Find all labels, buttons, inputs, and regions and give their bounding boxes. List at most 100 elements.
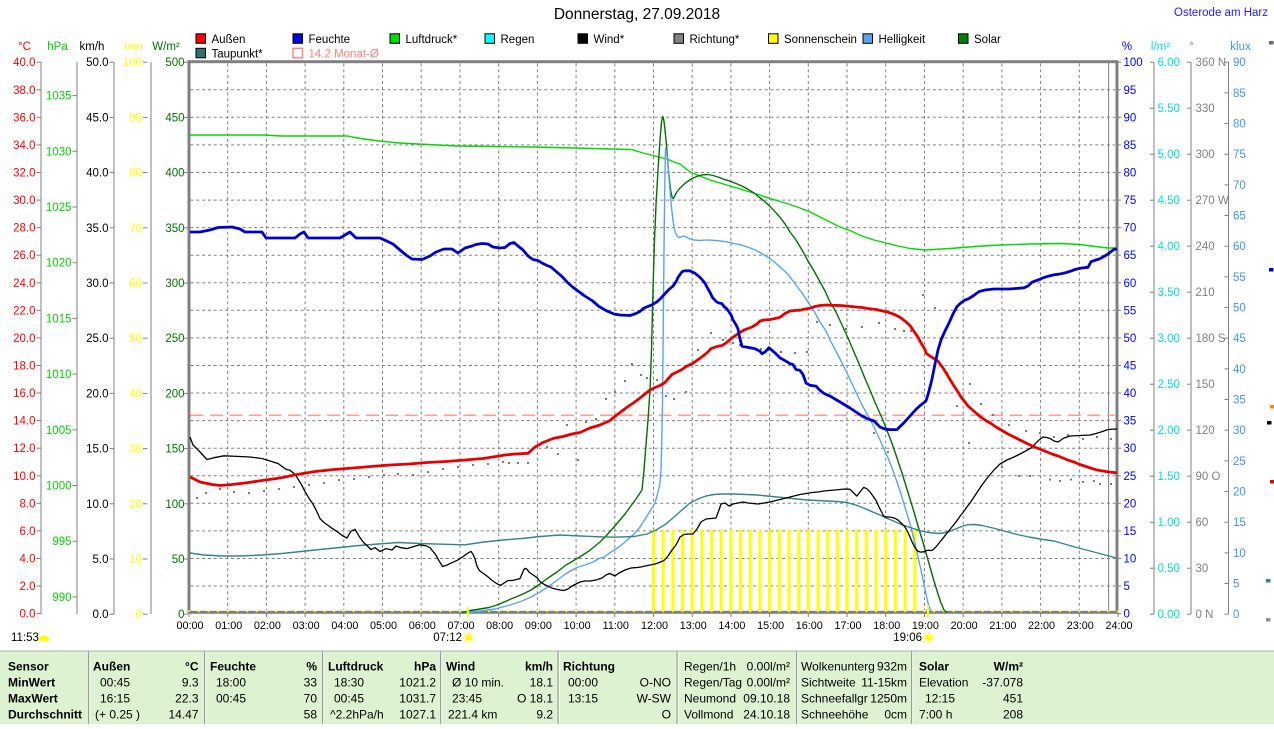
svg-text:13:15: 13:15 xyxy=(568,692,598,706)
svg-text:11:00: 11:00 xyxy=(603,620,629,632)
svg-text:00:00: 00:00 xyxy=(176,620,203,632)
svg-text:W/m²: W/m² xyxy=(994,660,1023,674)
svg-text:0: 0 xyxy=(136,609,142,621)
svg-text:350: 350 xyxy=(165,223,184,235)
svg-text:150: 150 xyxy=(1196,379,1215,391)
svg-text:14.2 Monat-Ø: 14.2 Monat-Ø xyxy=(309,48,379,60)
svg-text:30.0: 30.0 xyxy=(86,278,108,290)
svg-text:1010: 1010 xyxy=(46,369,72,381)
svg-text:Regen/Tag: Regen/Tag xyxy=(684,676,742,690)
svg-text:3.00: 3.00 xyxy=(1158,333,1180,345)
svg-text:14.0: 14.0 xyxy=(13,416,35,428)
svg-text:Feuchte: Feuchte xyxy=(210,660,256,674)
svg-text:15:00: 15:00 xyxy=(757,620,784,632)
svg-text:70: 70 xyxy=(1124,223,1137,235)
svg-text:30: 30 xyxy=(1233,425,1246,437)
svg-text:14.47: 14.47 xyxy=(168,708,198,722)
svg-text:09:00: 09:00 xyxy=(525,620,552,632)
svg-text:451: 451 xyxy=(1003,692,1023,706)
svg-text:10: 10 xyxy=(129,554,142,566)
svg-text:16:15: 16:15 xyxy=(100,692,130,706)
svg-text:0: 0 xyxy=(1124,609,1130,621)
svg-text:30: 30 xyxy=(1196,563,1209,575)
svg-text:4.00: 4.00 xyxy=(1158,241,1180,253)
svg-text:03:00: 03:00 xyxy=(293,620,320,632)
svg-text:360 N: 360 N xyxy=(1196,57,1227,69)
svg-text:50: 50 xyxy=(1233,303,1246,315)
svg-text:50: 50 xyxy=(129,333,142,345)
svg-text:08:00: 08:00 xyxy=(486,620,513,632)
svg-text:35.0: 35.0 xyxy=(86,223,108,235)
svg-text:60: 60 xyxy=(1196,517,1209,529)
svg-text:90: 90 xyxy=(1124,112,1137,124)
svg-text:45.0: 45.0 xyxy=(86,112,108,124)
svg-text:Luftdruck: Luftdruck xyxy=(328,660,384,674)
svg-text:22.0: 22.0 xyxy=(13,305,35,317)
svg-text:50: 50 xyxy=(1124,333,1137,345)
svg-text:Regen: Regen xyxy=(501,34,535,46)
svg-text:500: 500 xyxy=(165,57,184,69)
svg-text:7:00 h: 7:00 h xyxy=(919,708,952,722)
svg-text:70: 70 xyxy=(129,223,142,235)
svg-text:20: 20 xyxy=(1124,498,1137,510)
svg-text:22.3: 22.3 xyxy=(175,692,199,706)
svg-text:330: 330 xyxy=(1196,103,1215,115)
svg-text:00:45: 00:45 xyxy=(100,676,130,690)
svg-text:5.00: 5.00 xyxy=(1158,149,1180,161)
svg-text:100: 100 xyxy=(165,499,184,511)
svg-text:01:00: 01:00 xyxy=(215,620,242,632)
svg-text:36.0: 36.0 xyxy=(13,112,35,124)
svg-text:80: 80 xyxy=(1124,167,1137,179)
svg-text:20.0: 20.0 xyxy=(13,333,35,345)
svg-text:35: 35 xyxy=(1124,416,1137,428)
svg-text:16:00: 16:00 xyxy=(796,620,823,632)
svg-text:Taupunkt*: Taupunkt* xyxy=(212,48,264,60)
svg-text:208: 208 xyxy=(1003,708,1023,722)
svg-text:400: 400 xyxy=(165,168,184,180)
svg-text:%: % xyxy=(306,660,317,674)
svg-text:MinWert: MinWert xyxy=(8,676,55,690)
svg-text:2.0: 2.0 xyxy=(20,581,36,593)
svg-text:90: 90 xyxy=(1233,57,1246,69)
svg-text:18:00: 18:00 xyxy=(216,676,246,690)
svg-text:Solar: Solar xyxy=(919,660,949,674)
svg-text:Außen: Außen xyxy=(93,660,130,674)
svg-text:990: 990 xyxy=(52,592,71,604)
svg-text:5.50: 5.50 xyxy=(1158,103,1180,115)
svg-text:15.0: 15.0 xyxy=(86,444,108,456)
svg-text:Richtung*: Richtung* xyxy=(690,34,740,46)
svg-text:100: 100 xyxy=(123,57,142,69)
svg-text:75: 75 xyxy=(1233,149,1246,161)
svg-text:-37.078: -37.078 xyxy=(982,676,1023,690)
svg-text:Regen/1h: Regen/1h xyxy=(684,660,736,674)
svg-text:45: 45 xyxy=(1124,360,1137,372)
svg-text:60: 60 xyxy=(1233,241,1246,253)
svg-text:120: 120 xyxy=(1196,425,1215,437)
svg-text:Vollmond: Vollmond xyxy=(684,708,733,722)
svg-text:Durchschnitt: Durchschnitt xyxy=(8,708,82,722)
svg-text:18.1: 18.1 xyxy=(530,676,554,690)
svg-text:55: 55 xyxy=(1233,272,1246,284)
svg-text:min: min xyxy=(124,41,143,53)
svg-text:0cm: 0cm xyxy=(884,708,907,722)
svg-text:0: 0 xyxy=(1233,609,1239,621)
svg-text:0.0: 0.0 xyxy=(20,609,36,621)
svg-text:0.00l/m²: 0.00l/m² xyxy=(747,660,790,674)
svg-text:1.00: 1.00 xyxy=(1158,517,1180,529)
svg-text:9.3: 9.3 xyxy=(182,676,199,690)
svg-text:°C: °C xyxy=(185,660,199,674)
svg-text:W/m²: W/m² xyxy=(152,41,180,53)
svg-text:22:00: 22:00 xyxy=(1028,620,1055,632)
svg-text:0.50: 0.50 xyxy=(1158,563,1180,575)
svg-text:6.00: 6.00 xyxy=(1158,57,1180,69)
svg-text:1005: 1005 xyxy=(46,425,72,437)
svg-text:35: 35 xyxy=(1233,395,1246,407)
svg-text:21:00: 21:00 xyxy=(989,620,1016,632)
svg-text:Elevation: Elevation xyxy=(919,676,968,690)
svg-text:Richtung: Richtung xyxy=(563,660,615,674)
svg-text:12:15: 12:15 xyxy=(925,692,955,706)
svg-text:hPa: hPa xyxy=(414,660,436,674)
svg-text:klux: klux xyxy=(1230,41,1251,53)
svg-text:70: 70 xyxy=(1233,180,1246,192)
svg-text:0.0: 0.0 xyxy=(93,609,109,621)
